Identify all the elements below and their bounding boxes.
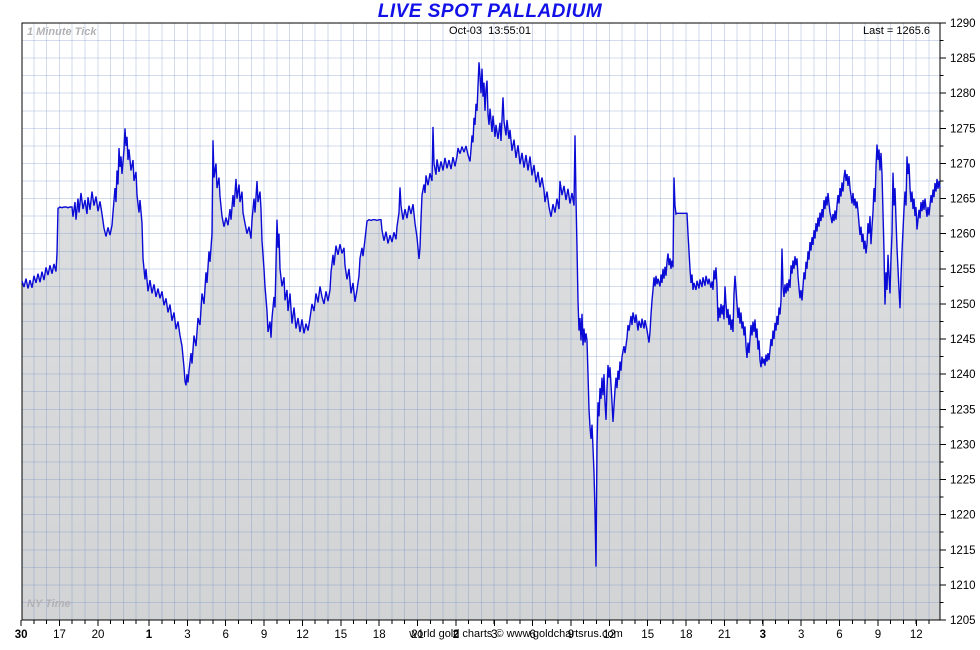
svg-text:12: 12 <box>603 629 616 641</box>
svg-text:9: 9 <box>568 629 574 641</box>
page-title: LIVE SPOT PALLADIUM <box>377 1 603 22</box>
svg-text:18: 18 <box>680 629 693 641</box>
svg-text:1210: 1210 <box>950 580 976 592</box>
svg-text:15: 15 <box>334 629 347 641</box>
area-fill <box>22 62 940 621</box>
svg-text:1290: 1290 <box>950 18 976 30</box>
svg-text:3: 3 <box>491 629 497 641</box>
svg-text:1275: 1275 <box>950 123 976 135</box>
svg-text:1235: 1235 <box>950 404 976 416</box>
timestamp-label: Oct-03 13:55:01 <box>449 25 531 37</box>
svg-text:1250: 1250 <box>950 299 976 311</box>
svg-text:3: 3 <box>760 629 766 641</box>
svg-text:9: 9 <box>261 629 267 641</box>
axis-ticks <box>20 22 946 626</box>
svg-text:1225: 1225 <box>950 475 976 487</box>
svg-text:20: 20 <box>92 629 105 641</box>
svg-text:15: 15 <box>641 629 654 641</box>
svg-text:1280: 1280 <box>950 88 976 100</box>
timezone-label: NY Time <box>27 598 71 610</box>
footer-credit: world gold charts © www.goldchartsrus.co… <box>409 628 623 640</box>
svg-text:1220: 1220 <box>950 510 976 522</box>
svg-text:18: 18 <box>373 629 386 641</box>
svg-text:1: 1 <box>146 629 153 641</box>
svg-text:1230: 1230 <box>950 439 976 451</box>
svg-text:1270: 1270 <box>950 158 976 170</box>
svg-text:12: 12 <box>296 629 309 641</box>
svg-text:17: 17 <box>53 629 66 641</box>
svg-text:1205: 1205 <box>950 615 976 627</box>
svg-text:1260: 1260 <box>950 229 976 241</box>
svg-text:3: 3 <box>184 629 190 641</box>
svg-text:6: 6 <box>529 629 535 641</box>
svg-text:1255: 1255 <box>950 264 976 276</box>
svg-text:21: 21 <box>718 629 731 641</box>
tick-type-label: 1 Minute Tick <box>27 26 97 38</box>
svg-text:2: 2 <box>453 629 459 641</box>
svg-text:1215: 1215 <box>950 545 976 557</box>
svg-text:1245: 1245 <box>950 334 976 346</box>
svg-text:21: 21 <box>411 629 424 641</box>
svg-text:9: 9 <box>875 629 881 641</box>
svg-text:6: 6 <box>836 629 842 641</box>
svg-text:30: 30 <box>15 629 28 641</box>
svg-text:1265: 1265 <box>950 194 976 206</box>
svg-text:3: 3 <box>798 629 804 641</box>
price-line <box>21 62 941 567</box>
x-axis-labels: 30 17 20 1 3 6 9 12 15 18 21 2 3 6 9 12 15 18 21 3 3 6 9 12 <box>15 629 923 641</box>
y-axis-labels: 1205 1210 1215 1220 1225 1230 1235 1240 1245 1250… <box>950 18 976 627</box>
svg-text:1240: 1240 <box>950 369 976 381</box>
last-price-label: Last = 1265.6 <box>863 25 930 37</box>
svg-text:1285: 1285 <box>950 53 976 65</box>
plot-border <box>21 22 941 621</box>
svg-text:12: 12 <box>910 629 923 641</box>
svg-text:6: 6 <box>222 629 228 641</box>
